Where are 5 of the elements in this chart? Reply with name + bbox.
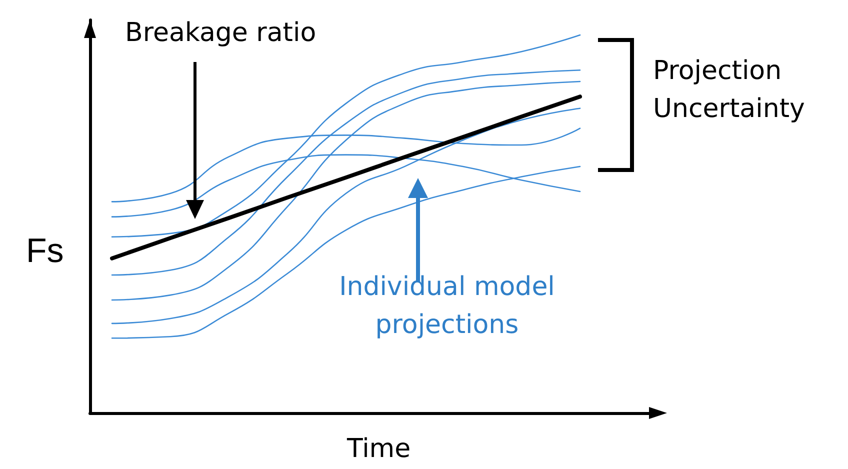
annotation: Individual model projections xyxy=(339,272,555,340)
text: Projection Uncertainty xyxy=(653,56,805,124)
x-axis-title: Time xyxy=(346,434,411,464)
annotation: Breakage ratio xyxy=(125,18,316,48)
y-axis-title: Fs xyxy=(26,232,64,270)
